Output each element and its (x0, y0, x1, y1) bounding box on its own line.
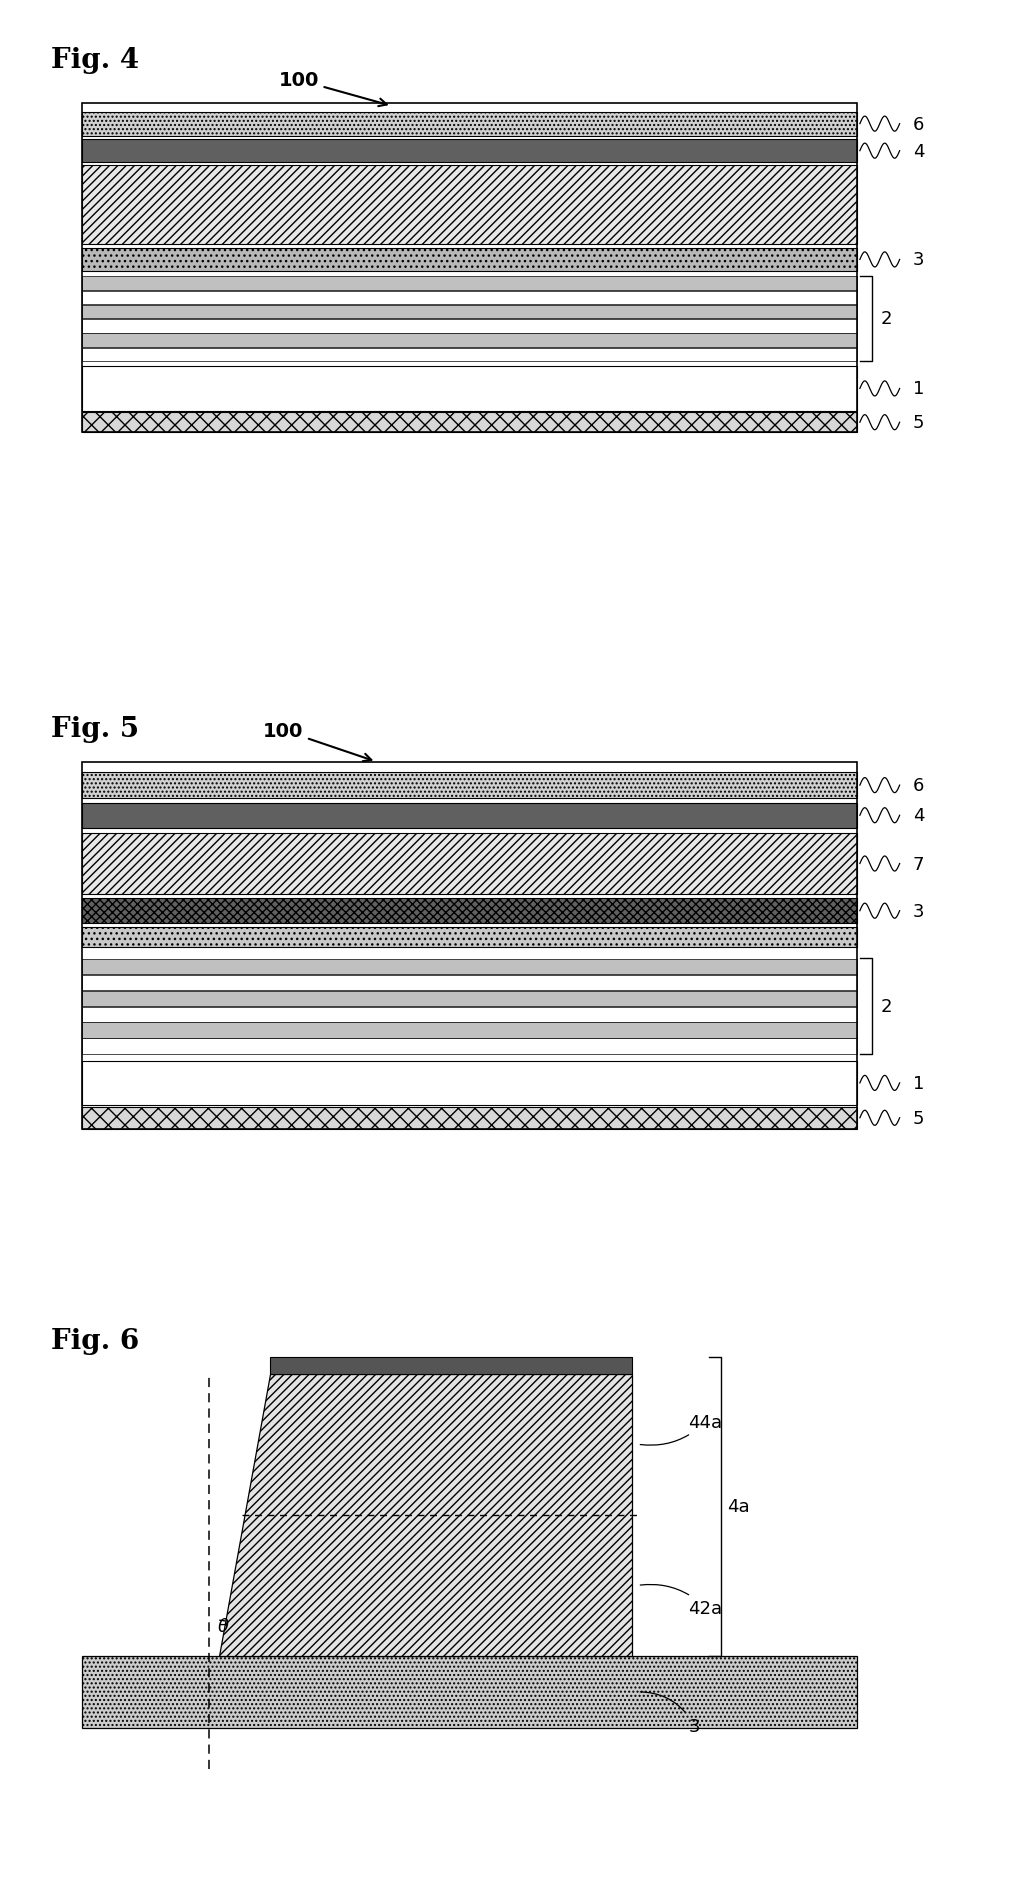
Bar (82, 335, 856, 348)
Text: 42a: 42a (640, 1585, 721, 1617)
Bar (82, 104, 856, 433)
Bar (82, 320, 856, 333)
Text: 5: 5 (912, 414, 923, 433)
Text: 1: 1 (912, 380, 923, 399)
Bar (82, 292, 856, 305)
Bar (82, 928, 856, 947)
Bar (270, 1357, 632, 1374)
Text: 1: 1 (912, 1075, 923, 1092)
Text: 6: 6 (912, 777, 923, 794)
Text: 7: 7 (912, 854, 923, 873)
Bar (82, 113, 856, 137)
Bar (82, 804, 856, 828)
Text: 2: 2 (879, 997, 891, 1014)
Text: Fig. 5: Fig. 5 (51, 715, 139, 742)
Text: 2: 2 (879, 311, 891, 327)
Text: 4: 4 (912, 807, 923, 824)
Text: $\theta$: $\theta$ (217, 1617, 229, 1635)
Text: 100: 100 (263, 721, 371, 762)
Text: 4: 4 (912, 143, 923, 160)
Bar (82, 1107, 856, 1129)
Bar (82, 305, 856, 320)
Bar (82, 248, 856, 271)
Bar (82, 414, 856, 433)
Bar (82, 900, 856, 924)
Text: 100: 100 (278, 72, 386, 107)
Text: 5: 5 (912, 1108, 923, 1127)
Bar (82, 367, 856, 412)
Bar (82, 166, 856, 245)
Bar (82, 1007, 856, 1022)
Text: 3: 3 (912, 901, 923, 920)
Text: Fig. 6: Fig. 6 (51, 1327, 140, 1353)
Bar (82, 975, 856, 990)
Bar (82, 762, 856, 1129)
Text: 6: 6 (912, 115, 923, 134)
Bar (82, 1024, 856, 1039)
Bar (82, 992, 856, 1007)
Text: 3: 3 (912, 252, 923, 269)
Bar (82, 834, 856, 894)
Text: 3: 3 (640, 1692, 699, 1735)
Text: 44a: 44a (640, 1413, 721, 1445)
Text: Fig. 4: Fig. 4 (51, 47, 139, 73)
Bar (82, 1061, 856, 1105)
Bar (82, 772, 856, 798)
Bar (82, 141, 856, 164)
Bar (82, 1656, 856, 1728)
Text: 4a: 4a (727, 1498, 749, 1515)
Bar (82, 1039, 856, 1054)
Bar (82, 277, 856, 290)
Polygon shape (219, 1374, 632, 1656)
Bar (82, 348, 856, 361)
Bar (82, 960, 856, 975)
